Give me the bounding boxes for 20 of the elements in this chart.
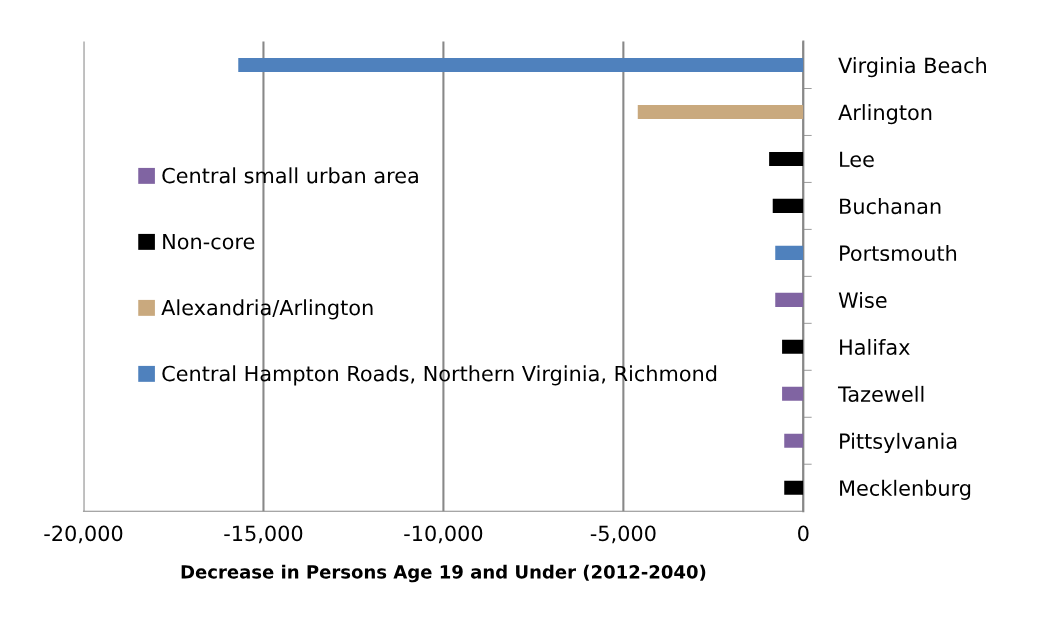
y-tick-label: Virginia Beach	[838, 57, 986, 78]
y-tick-label: Pittsylvania	[840, 432, 957, 453]
x-tick-label: -10,000	[404, 525, 483, 544]
legend-label: Central Hampton Roads, Northern Virginia, Richmond	[162, 365, 717, 386]
y-tick-label: Arlington	[838, 104, 932, 125]
x-tick-label: -20,000	[44, 525, 123, 544]
y-tick-label: Buchanan	[840, 198, 941, 215]
x-tick-label: -5,000	[590, 525, 656, 544]
x-tick-label: 0	[798, 525, 809, 542]
legend-label: Central small urban area	[162, 167, 418, 184]
y-tick-label: Lee	[840, 151, 874, 168]
y-tick-label: Tazewell	[837, 385, 924, 402]
y-tick-label: Halifax	[840, 338, 910, 356]
y-tick-label: Mecklenburg	[840, 479, 971, 500]
legend-label: Non-core	[163, 233, 255, 250]
y-tick-label: Wise	[838, 291, 887, 309]
y-tick-label: Portsmouth	[840, 244, 957, 262]
legend-label: Alexandria/Arlington	[161, 299, 373, 320]
x-axis-title: Decrease in Persons Age 19 and Under (2012-2040)	[181, 564, 706, 583]
x-tick-label: -15,000	[224, 525, 303, 544]
